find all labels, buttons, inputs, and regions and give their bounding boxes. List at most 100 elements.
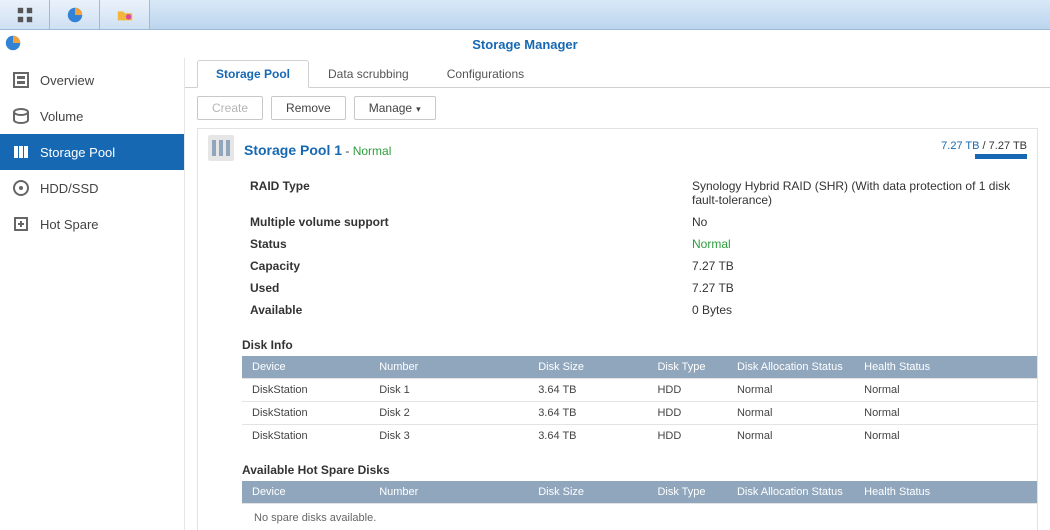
table-header: Disk Allocation Status [727, 356, 854, 379]
table-header: Number [369, 481, 528, 504]
table-header: Disk Type [647, 481, 727, 504]
table-cell: Disk 3 [369, 425, 528, 448]
app-title-icon [4, 34, 22, 55]
table-cell: DiskStation [242, 379, 369, 402]
table-cell: HDD [647, 402, 727, 425]
pool-header[interactable]: Storage Pool 1 - Normal 7.27 TB / 7.27 T… [198, 129, 1037, 170]
content-area: Storage PoolData scrubbingConfigurations… [185, 58, 1050, 530]
table-header: Disk Size [528, 481, 647, 504]
sidebar-item-storage-pool[interactable]: Storage Pool [0, 134, 184, 170]
pool-usage-used[interactable]: 7.27 TB [941, 140, 979, 152]
table-cell: Normal [854, 425, 1037, 448]
taskbar-spacer [150, 0, 1050, 29]
table-header-row: DeviceNumberDisk SizeDisk TypeDisk Alloc… [242, 481, 1037, 504]
manage-button[interactable]: Manage▾ [354, 96, 436, 120]
property-key: Used [244, 278, 684, 298]
overview-icon [12, 71, 30, 89]
storage-pool-panel: Storage Pool 1 - Normal 7.27 TB / 7.27 T… [197, 128, 1038, 530]
table-header: Disk Allocation Status [727, 481, 854, 504]
table-row[interactable]: DiskStationDisk 33.64 TBHDDNormalNormal [242, 425, 1037, 448]
pool-title-text: Storage Pool 1 - Normal [244, 142, 391, 158]
remove-button[interactable]: Remove [271, 96, 346, 120]
sidebar-item-label: Storage Pool [40, 145, 115, 160]
property-value: Normal [686, 234, 1035, 254]
toolbar: Create Remove Manage▾ [185, 88, 1050, 128]
pie-disk-icon [66, 6, 84, 24]
property-key: Capacity [244, 256, 684, 276]
disk-info-table: DeviceNumberDisk SizeDisk TypeDisk Alloc… [242, 356, 1037, 447]
pool-property-row: StatusNormal [244, 234, 1035, 254]
pool-inline-status: Normal [353, 144, 392, 158]
property-key: RAID Type [244, 176, 684, 210]
table-cell: Disk 2 [369, 402, 528, 425]
table-cell: Normal [727, 379, 854, 402]
folder-gear-icon [116, 6, 134, 24]
hot-spare-title: Available Hot Spare Disks [242, 463, 1037, 477]
property-value: Synology Hybrid RAID (SHR) (With data pr… [686, 176, 1035, 210]
taskbar-shortcut-1[interactable] [50, 0, 100, 29]
table-cell: 3.64 TB [528, 402, 647, 425]
disk-info-title: Disk Info [242, 338, 1037, 352]
hot-spare-table: DeviceNumberDisk SizeDisk TypeDisk Alloc… [242, 481, 1037, 530]
taskbar-apps-button[interactable] [0, 0, 50, 29]
sidebar-item-hdd-ssd[interactable]: HDD/SSD [0, 170, 184, 206]
window-title: Storage Manager [0, 37, 1050, 52]
table-header: Disk Type [647, 356, 727, 379]
property-value: 7.27 TB [686, 256, 1035, 276]
chevron-down-icon: ▾ [416, 104, 421, 114]
table-header-row: DeviceNumberDisk SizeDisk TypeDisk Alloc… [242, 356, 1037, 379]
table-cell: Normal [854, 402, 1037, 425]
table-cell: 3.64 TB [528, 425, 647, 448]
pool-property-row: Multiple volume supportNo [244, 212, 1035, 232]
pool-property-row: Capacity7.27 TB [244, 256, 1035, 276]
sidebar-item-volume[interactable]: Volume [0, 98, 184, 134]
tab-configurations[interactable]: Configurations [428, 60, 543, 87]
table-cell: 3.64 TB [528, 379, 647, 402]
table-cell: DiskStation [242, 425, 369, 448]
window-title-row: Storage Manager [0, 30, 1050, 58]
table-header: Device [242, 356, 369, 379]
table-cell: Disk 1 [369, 379, 528, 402]
create-button[interactable]: Create [197, 96, 263, 120]
table-cell: Normal [854, 379, 1037, 402]
tab-storage-pool[interactable]: Storage Pool [197, 60, 309, 88]
table-cell: HDD [647, 379, 727, 402]
sidebar-item-hot-spare[interactable]: Hot Spare [0, 206, 184, 242]
property-value: No [686, 212, 1035, 232]
pool-property-row: Used7.27 TB [244, 278, 1035, 298]
table-header: Health Status [854, 356, 1037, 379]
pool-bars-icon [208, 135, 234, 164]
system-taskbar [0, 0, 1050, 30]
pool-usage: 7.27 TB / 7.27 TB [941, 140, 1027, 159]
grid-apps-icon [16, 6, 34, 24]
table-cell: DiskStation [242, 402, 369, 425]
property-value: 7.27 TB [686, 278, 1035, 298]
table-cell: Normal [727, 425, 854, 448]
pool-property-row: Available0 Bytes [244, 300, 1035, 320]
pool-property-row: RAID TypeSynology Hybrid RAID (SHR) (Wit… [244, 176, 1035, 210]
table-row[interactable]: DiskStationDisk 13.64 TBHDDNormalNormal [242, 379, 1037, 402]
disk-icon [12, 179, 30, 197]
sidebar-item-label: Hot Spare [40, 217, 99, 232]
sidebar-item-label: Volume [40, 109, 83, 124]
pool-sep: - [345, 144, 352, 158]
storage-pool-icon [12, 143, 30, 161]
property-key: Multiple volume support [244, 212, 684, 232]
sidebar-item-label: Overview [40, 73, 94, 88]
table-empty-message: No spare disks available. [242, 504, 1037, 530]
table-header: Device [242, 481, 369, 504]
table-empty-row: No spare disks available. [242, 504, 1037, 530]
sidebar-item-label: HDD/SSD [40, 181, 99, 196]
table-row[interactable]: DiskStationDisk 23.64 TBHDDNormalNormal [242, 402, 1037, 425]
table-header: Number [369, 356, 528, 379]
scroll-area[interactable]: Storage Pool 1 - Normal 7.27 TB / 7.27 T… [185, 128, 1050, 530]
tab-data-scrubbing[interactable]: Data scrubbing [309, 60, 428, 87]
table-header: Health Status [854, 481, 1037, 504]
table-cell: Normal [727, 402, 854, 425]
taskbar-shortcut-2[interactable] [100, 0, 150, 29]
pool-usage-total: 7.27 TB [989, 140, 1027, 152]
sidebar-item-overview[interactable]: Overview [0, 62, 184, 98]
sidebar: Overview Volume Storage Pool HDD/SSD Hot Spa… [0, 58, 185, 530]
hotspare-icon [12, 215, 30, 233]
tabs: Storage PoolData scrubbingConfigurations [185, 58, 1050, 88]
